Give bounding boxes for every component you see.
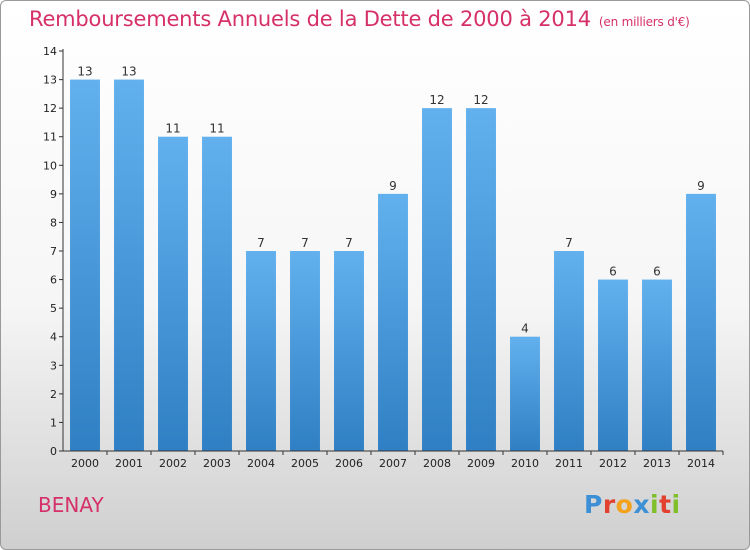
y-tick-label-3: 3: [50, 359, 57, 372]
y-tick-label-5: 5: [50, 302, 57, 315]
proxiti-logo: Proxiti: [584, 490, 681, 519]
y-tick-label-14: 14: [43, 45, 57, 58]
data-label-2006: 7: [345, 236, 353, 250]
bar-2013: [642, 279, 672, 451]
x-tick-label-2006: 2006: [335, 457, 363, 470]
y-tick-label-2: 2: [50, 388, 57, 401]
data-label-2013: 6: [653, 265, 661, 279]
data-label-2003: 11: [209, 122, 224, 136]
x-tick-label-2013: 2013: [643, 457, 671, 470]
x-tick-label-2008: 2008: [423, 457, 451, 470]
y-tick-label-12: 12: [43, 102, 57, 115]
data-label-2008: 12: [429, 93, 444, 107]
x-tick-label-2002: 2002: [159, 457, 187, 470]
y-tick-label-0: 0: [50, 445, 57, 458]
bar-2001: [114, 79, 144, 451]
y-tick-label-6: 6: [50, 274, 57, 287]
bar-2008: [422, 108, 452, 451]
bar-2010: [510, 336, 540, 451]
data-label-2011: 7: [565, 236, 573, 250]
x-tick-label-2005: 2005: [291, 457, 319, 470]
logo-letter-0: P: [584, 490, 603, 519]
x-tick-label-2000: 2000: [71, 457, 99, 470]
x-tick-label-2011: 2011: [555, 457, 583, 470]
logo-letter-3: x: [633, 490, 650, 519]
data-label-2007: 9: [389, 179, 397, 193]
y-tick-label-11: 11: [43, 131, 57, 144]
x-tick-label-2007: 2007: [379, 457, 407, 470]
data-label-2009: 12: [473, 93, 488, 107]
y-tick-label-4: 4: [50, 331, 57, 344]
commune-name: BENAY: [38, 493, 104, 517]
data-label-2001: 13: [121, 65, 136, 79]
bar-2012: [598, 279, 628, 451]
data-label-2002: 11: [165, 122, 180, 136]
logo-letter-2: o: [615, 490, 634, 519]
logo-letter-5: t: [659, 490, 672, 519]
title-unit: (en milliers d'€): [598, 15, 690, 29]
y-tick-label-8: 8: [50, 216, 57, 229]
bar-2002: [158, 136, 188, 451]
logo-letter-6: i: [671, 490, 681, 519]
bar-2011: [554, 251, 584, 451]
x-tick-label-2004: 2004: [247, 457, 275, 470]
x-tick-label-2001: 2001: [115, 457, 143, 470]
bar-2005: [290, 251, 320, 451]
y-tick-label-13: 13: [43, 74, 57, 87]
data-label-2014: 9: [697, 179, 705, 193]
data-label-2004: 7: [257, 236, 265, 250]
x-tick-label-2010: 2010: [511, 457, 539, 470]
axes-group: [59, 49, 724, 455]
x-tick-label-2014: 2014: [687, 457, 715, 470]
chart-title: Remboursements Annuels de la Dette de 20…: [29, 7, 690, 31]
title-text: Remboursements Annuels de la Dette de 20…: [29, 7, 591, 31]
data-label-2000: 13: [77, 65, 92, 79]
bar-2009: [466, 108, 496, 451]
labels-group: 1320001320011120021120037200472005720069…: [43, 45, 715, 470]
bar-2004: [246, 251, 276, 451]
logo-letter-4: i: [650, 490, 660, 519]
data-label-2010: 4: [521, 322, 529, 336]
bar-2003: [202, 136, 232, 451]
y-tick-label-9: 9: [50, 188, 57, 201]
data-label-2005: 7: [301, 236, 309, 250]
bars-group: [70, 79, 716, 452]
bar-2014: [686, 193, 716, 452]
logo-letter-1: r: [602, 490, 616, 519]
y-tick-label-10: 10: [43, 159, 57, 172]
x-tick-label-2003: 2003: [203, 457, 231, 470]
bar-2006: [334, 251, 364, 451]
x-tick-label-2009: 2009: [467, 457, 495, 470]
x-tick-label-2012: 2012: [599, 457, 627, 470]
bar-2007: [378, 193, 408, 452]
y-tick-label-7: 7: [50, 245, 57, 258]
y-tick-label-1: 1: [50, 416, 57, 429]
data-label-2012: 6: [609, 265, 617, 279]
bar-2000: [70, 79, 100, 451]
